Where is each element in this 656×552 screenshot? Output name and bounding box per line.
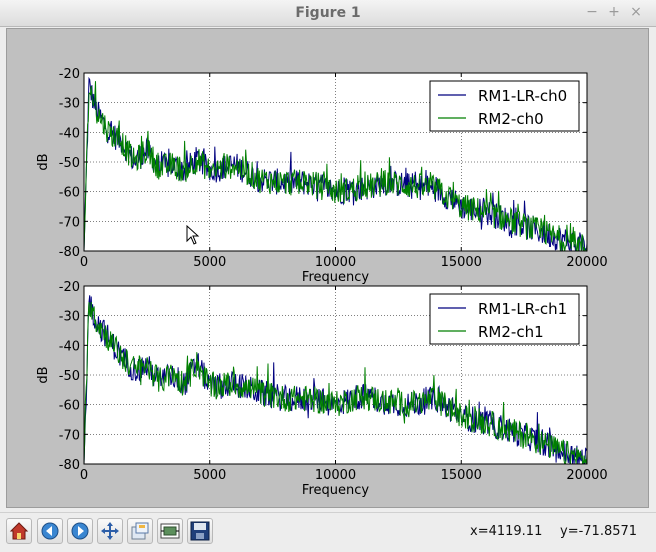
close-button[interactable]: × <box>630 4 642 20</box>
pan-button[interactable] <box>97 518 123 544</box>
y-tick-label: -60 <box>59 186 80 201</box>
zoom-rect-button[interactable] <box>127 518 153 544</box>
save-button[interactable] <box>187 518 213 544</box>
save-icon <box>190 521 210 541</box>
y-tick-label: -30 <box>59 310 80 325</box>
x-tick-label: 20000 <box>566 468 607 483</box>
y-tick-label: -80 <box>59 458 80 473</box>
y-tick-label: -70 <box>59 215 80 230</box>
back-button[interactable] <box>37 518 63 544</box>
x-tick-label: 5000 <box>193 255 226 270</box>
legend-box <box>429 293 580 345</box>
x-tick-label: 10000 <box>315 255 356 270</box>
title-bar: Figure 1 − + × <box>0 0 656 27</box>
y-tick-label: -20 <box>59 67 80 82</box>
legend-entry: RM1-LR-ch0 <box>478 87 567 105</box>
y-tick-label: -60 <box>59 399 80 414</box>
y-tick-label: -50 <box>59 156 80 171</box>
x-tick-label: 10000 <box>315 468 356 483</box>
x-tick-label: 15000 <box>441 255 482 270</box>
x-axis-label: Frequency <box>302 270 369 285</box>
maximize-button[interactable]: + <box>608 4 620 20</box>
subplots-button[interactable] <box>157 518 183 544</box>
figure-plots[interactable]: 0 5000 10000 15000 20000 -20 -30 -40 -50 -60 -70 -8… <box>7 29 650 509</box>
legend: RM1-LR-ch1 RM2-ch1 <box>429 293 580 345</box>
y-axis-label: dB <box>36 366 51 383</box>
pan-icon <box>101 522 119 540</box>
x-tick-label: 5000 <box>193 468 226 483</box>
series-line-2 <box>83 301 588 465</box>
y-tick-label: -70 <box>59 428 80 443</box>
legend-entry: RM2-ch0 <box>478 110 544 128</box>
y-axis-label: dB <box>36 153 51 170</box>
x-tick-label: 0 <box>80 255 88 270</box>
series-line-2 <box>83 81 588 252</box>
x-tick-label: 20000 <box>566 255 607 270</box>
y-tick-label: -80 <box>59 245 80 260</box>
window-title: Figure 1 <box>295 5 361 21</box>
back-arrow-icon <box>41 522 59 540</box>
x-axis-label: Frequency <box>302 483 369 498</box>
subplots-icon <box>160 523 180 539</box>
y-tick-label: -50 <box>59 369 80 384</box>
x-tick-label: 0 <box>80 468 88 483</box>
x-coordinate-readout: x=4119.11 <box>470 524 543 539</box>
home-icon <box>9 522 29 540</box>
subplot-2[interactable]: 0 5000 10000 15000 20000 -20 -30 -40 -50 -60 -70 -8… <box>36 280 608 498</box>
y-coordinate-readout: y=-71.8571 <box>560 524 638 539</box>
mouse-cursor-icon <box>186 225 200 245</box>
y-tick-label: -40 <box>59 126 80 141</box>
legend-entry: RM2-ch1 <box>478 323 544 341</box>
figure-canvas[interactable]: 0 5000 10000 15000 20000 -20 -30 -40 -50 -60 -70 -8… <box>6 28 649 508</box>
legend: RM1-LR-ch0 RM2-ch0 <box>429 80 580 132</box>
forward-button[interactable] <box>67 518 93 544</box>
home-button[interactable] <box>6 518 32 544</box>
subplot-1[interactable]: 0 5000 10000 15000 20000 -20 -30 -40 -50 -60 -70 -8… <box>36 67 608 285</box>
x-tick-label: 15000 <box>441 468 482 483</box>
y-tick-label: -40 <box>59 339 80 354</box>
navigation-toolbar: x=4119.11 y=-71.8571 <box>0 512 656 552</box>
minimize-button[interactable]: − <box>586 4 598 20</box>
zoom-rect-icon <box>131 522 149 540</box>
legend-entry: RM1-LR-ch1 <box>478 300 567 318</box>
y-tick-label: -30 <box>59 97 80 112</box>
y-tick-label: -20 <box>59 280 80 295</box>
legend-box <box>429 80 580 132</box>
forward-arrow-icon <box>71 522 89 540</box>
